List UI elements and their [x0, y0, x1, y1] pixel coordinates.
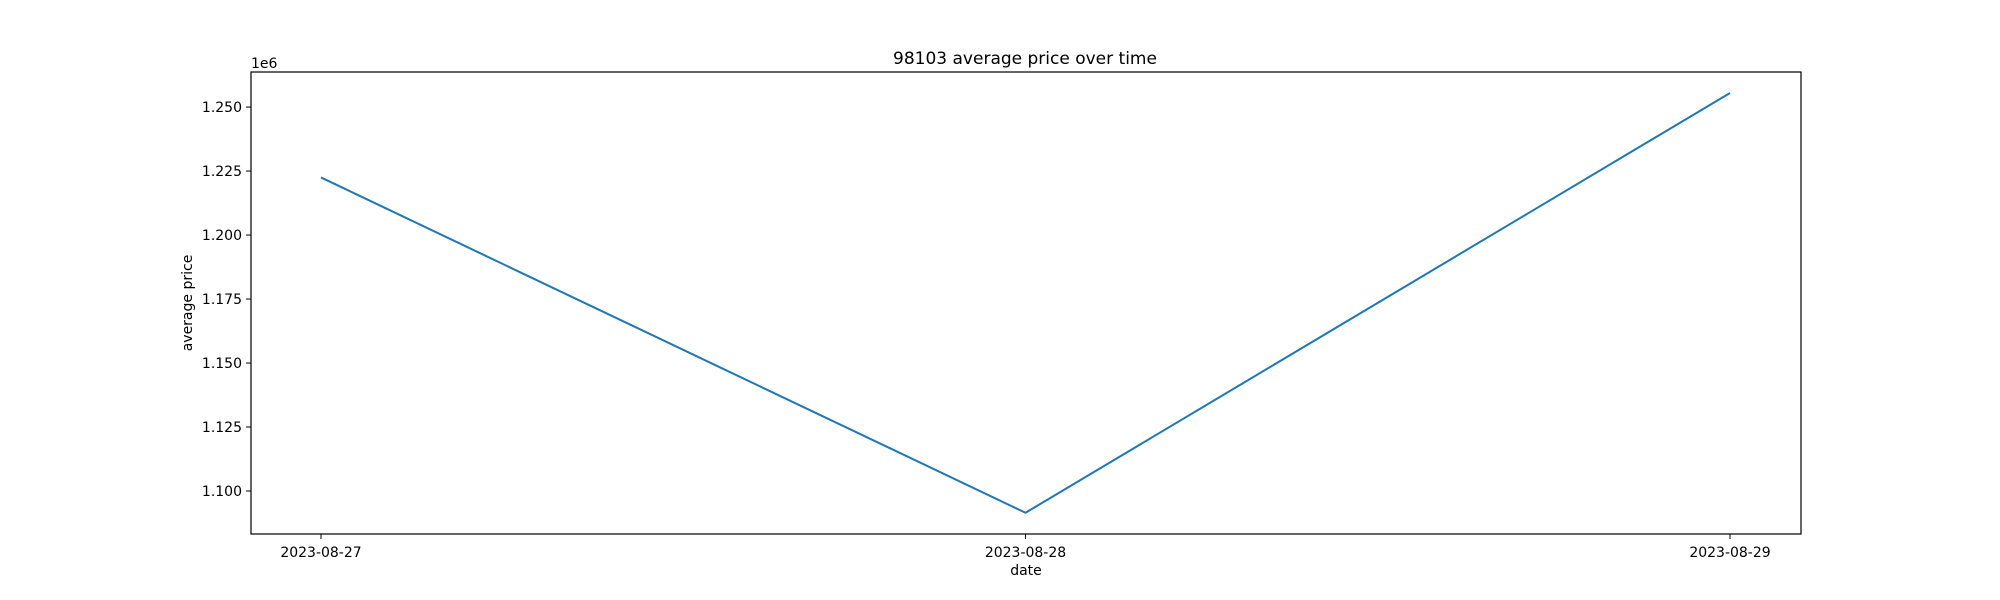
- y-offset-label: 1e6: [251, 56, 278, 72]
- plot-frame: [250, 71, 1802, 535]
- y-tick-label: 1.175: [202, 292, 242, 308]
- y-tick-label: 1.200: [202, 228, 242, 244]
- y-tick-label: 1.250: [202, 100, 242, 116]
- y-axis-ticks: 1.100 1.125 1.150 1.175 1.200 1.225 1.250: [202, 100, 251, 500]
- chart-title: 98103 average price over time: [893, 49, 1157, 69]
- x-axis-label: date: [1010, 563, 1042, 579]
- x-tick-label: 2023-08-27: [280, 545, 361, 561]
- series-layer: [320, 92, 1731, 514]
- y-tick-label: 1.150: [202, 356, 242, 372]
- series-line: [320, 92, 1731, 514]
- y-tick-label: 1.125: [202, 420, 242, 436]
- x-tick-label: 2023-08-28: [985, 545, 1066, 561]
- y-axis-label: average price: [180, 255, 196, 352]
- y-tick-label: 1.100: [202, 484, 242, 500]
- y-tick-label: 1.225: [202, 164, 242, 180]
- x-axis-ticks: 2023-08-27 2023-08-28 2023-08-29: [280, 534, 1771, 561]
- x-tick-label: 2023-08-29: [1689, 545, 1770, 561]
